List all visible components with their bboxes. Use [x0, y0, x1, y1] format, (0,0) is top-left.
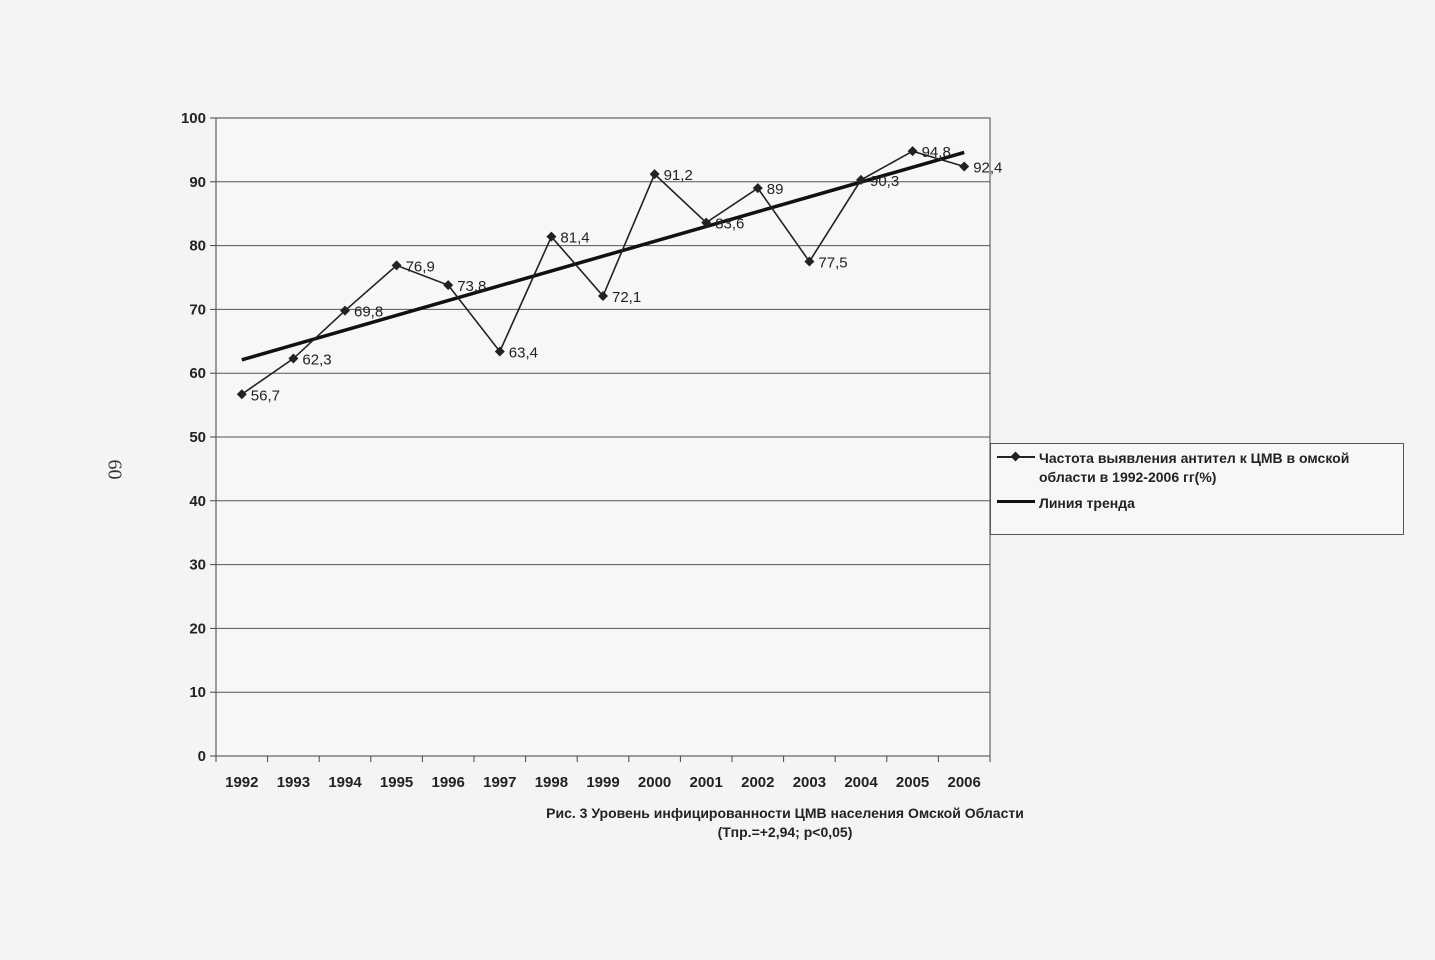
series-layer: [236, 146, 970, 400]
x-tick-label: 1999: [586, 774, 619, 791]
data-point-marker: [391, 260, 402, 271]
y-axis-ticks: 0 10 20 30 40 50 60 70 80 90 100: [181, 110, 216, 765]
caption-line-2: (Тпр.=+2,94; р<0,05): [717, 824, 853, 840]
data-point-marker: [649, 169, 660, 180]
data-point-marker: [598, 291, 608, 302]
y-tick-label: 40: [189, 493, 206, 510]
data-point-marker: [959, 161, 970, 172]
y-tick-label: 20: [189, 620, 206, 637]
data-label: 77,5: [818, 255, 847, 272]
legend-series-swatch: [997, 449, 1035, 463]
legend-item-series: Частота выявления антител к ЦМВ в омской…: [997, 449, 1399, 487]
x-tick-label: 2004: [844, 774, 878, 791]
data-label-layer: 56,7 62,3 69,8 76,9 73,8 63,4 81,4 72,1 91,2 83,6…: [251, 144, 1003, 404]
legend-series-label: Частота выявления антител к ЦМВ в омской…: [1039, 450, 1350, 485]
x-tick-label: 2003: [793, 774, 826, 791]
y-tick-label: 80: [189, 238, 206, 255]
trend-line: [241, 150, 965, 362]
data-label: 72,1: [612, 289, 641, 306]
x-tick-label: 1996: [432, 774, 465, 791]
x-tick-label: 1998: [535, 774, 568, 791]
x-tick-label: 1995: [380, 774, 413, 791]
data-point-marker: [856, 174, 866, 185]
data-point-marker: [236, 389, 247, 400]
x-tick-label: 1994: [328, 774, 362, 791]
y-tick-label: 60: [189, 365, 206, 382]
data-label: 81,4: [560, 230, 589, 247]
data-label: 92,4: [973, 159, 1002, 176]
y-tick-label: 50: [189, 429, 206, 446]
y-tick-label: 70: [189, 301, 206, 318]
x-tick-label: 1993: [277, 774, 310, 791]
legend-trend-swatch: [997, 494, 1035, 508]
data-label: 91,2: [664, 167, 693, 184]
data-label: 56,7: [251, 387, 280, 404]
legend-trend-label: Линия тренда: [1039, 495, 1135, 511]
data-point-marker: [443, 280, 454, 291]
x-tick-label: 2005: [896, 774, 929, 791]
x-axis-ticks: 1992 1993 1994 1995 1996 1997 1998 1999 2000 2001…: [215, 756, 991, 791]
data-point-marker: [701, 217, 712, 228]
x-tick-label: 2000: [638, 774, 671, 791]
data-point-marker: [288, 353, 299, 364]
legend-item-trend: Линия тренда: [997, 494, 1399, 513]
y-tick-label: 10: [189, 684, 206, 701]
x-tick-label: 1992: [225, 774, 258, 791]
y-tick-label: 0: [198, 748, 206, 765]
y-tick-label: 30: [189, 557, 206, 574]
caption-line-1: Рис. 3 Уровень инфицированности ЦМВ насе…: [546, 805, 1024, 821]
y-tick-label: 100: [181, 110, 206, 127]
data-point-marker: [907, 146, 918, 157]
y-tick-label: 90: [189, 174, 206, 191]
data-label: 76,9: [406, 258, 435, 275]
legend: Частота выявления антител к ЦМВ в омской…: [990, 443, 1404, 535]
data-label: 89: [767, 181, 784, 198]
data-label: 69,8: [354, 304, 383, 321]
data-label: 73,8: [457, 278, 486, 295]
data-label: 83,6: [715, 216, 744, 233]
data-point-marker: [340, 305, 350, 316]
trend-layer: [241, 150, 965, 362]
data-point-marker: [546, 231, 557, 242]
data-point-marker: [752, 183, 763, 194]
data-label: 90,3: [870, 173, 899, 190]
x-tick-label: 2001: [690, 774, 723, 791]
figure-caption: Рис. 3 Уровень инфицированности ЦМВ насе…: [420, 804, 1150, 842]
data-label: 63,4: [509, 345, 538, 362]
data-point-marker: [804, 256, 815, 267]
x-tick-label: 1997: [483, 774, 516, 791]
data-point-marker: [494, 346, 505, 357]
data-label: 94,8: [922, 144, 951, 161]
x-tick-label: 2006: [948, 774, 981, 791]
x-tick-label: 2002: [741, 774, 774, 791]
data-label: 62,3: [302, 352, 331, 369]
